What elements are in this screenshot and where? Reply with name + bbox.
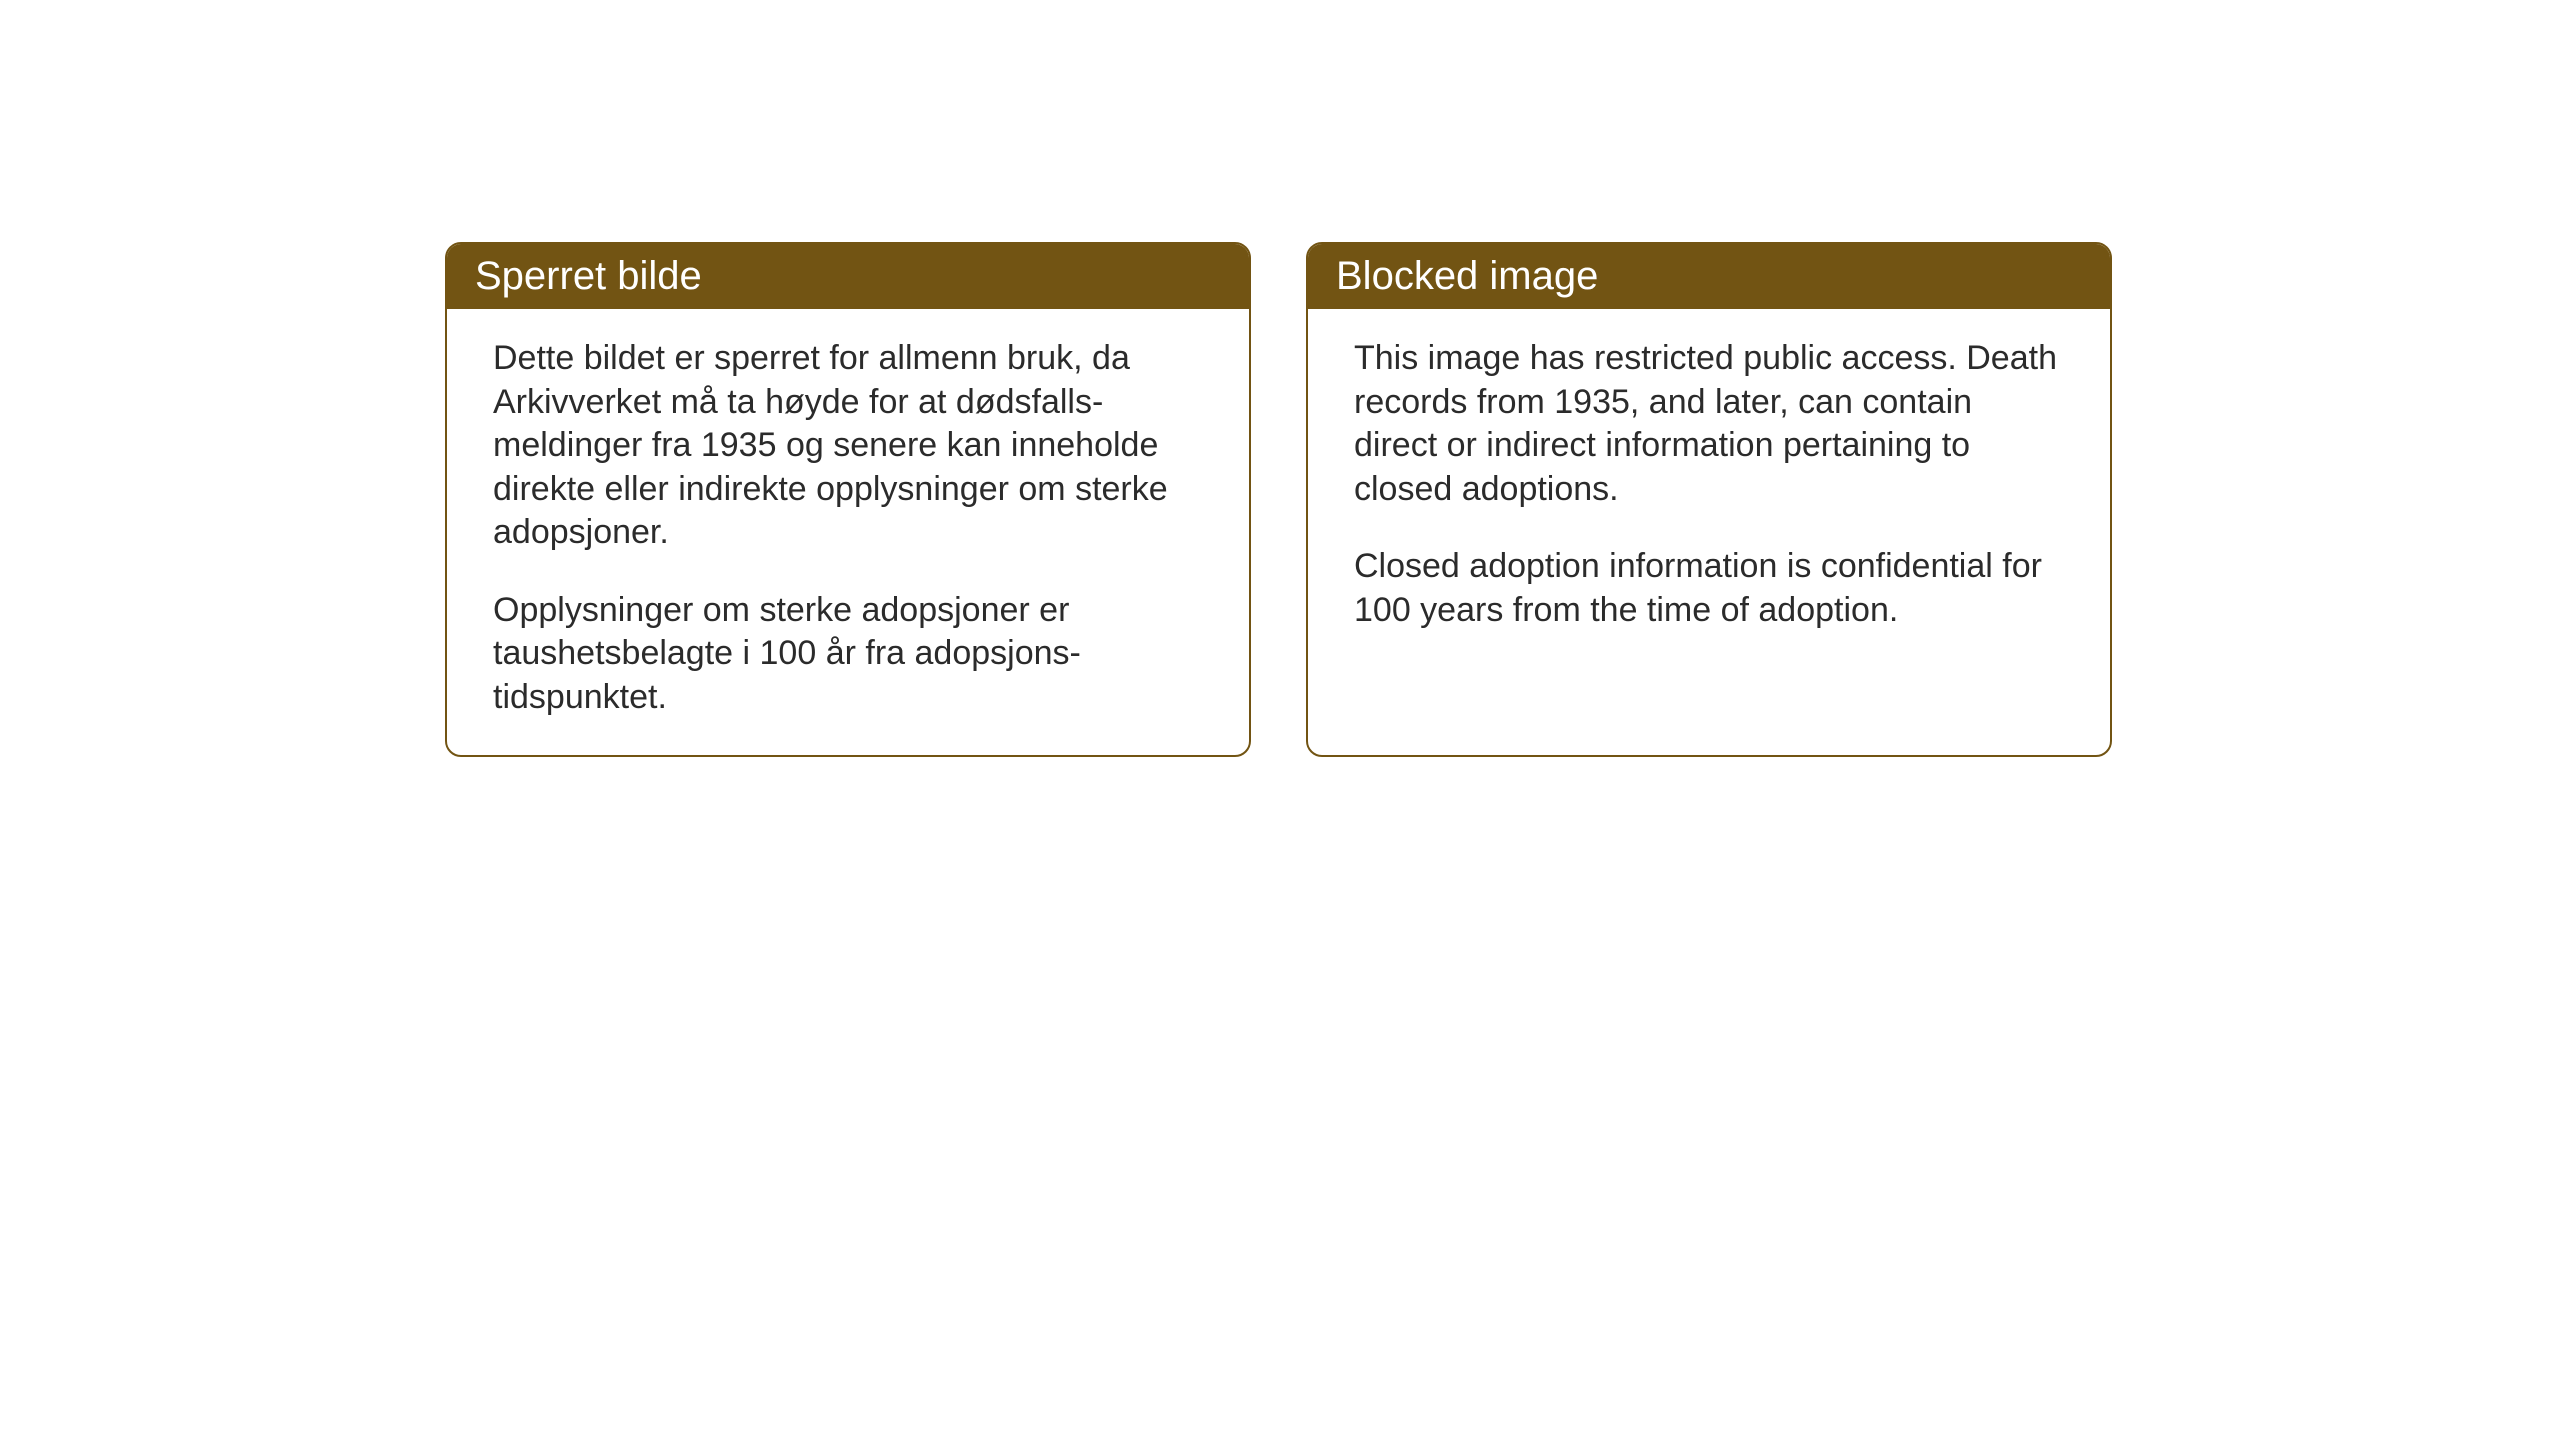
norwegian-card-body: Dette bildet er sperret for allmenn bruk… (447, 309, 1249, 755)
norwegian-card-title: Sperret bilde (447, 244, 1249, 309)
english-paragraph-2: Closed adoption information is confident… (1354, 545, 2064, 632)
norwegian-paragraph-2: Opplysninger om sterke adopsjoner er tau… (493, 589, 1203, 720)
norwegian-paragraph-1: Dette bildet er sperret for allmenn bruk… (493, 337, 1203, 555)
english-paragraph-1: This image has restricted public access.… (1354, 337, 2064, 511)
english-notice-card: Blocked image This image has restricted … (1306, 242, 2112, 757)
english-card-body: This image has restricted public access.… (1308, 309, 2110, 668)
norwegian-notice-card: Sperret bilde Dette bildet er sperret fo… (445, 242, 1251, 757)
english-card-title: Blocked image (1308, 244, 2110, 309)
notice-container: Sperret bilde Dette bildet er sperret fo… (445, 242, 2112, 757)
